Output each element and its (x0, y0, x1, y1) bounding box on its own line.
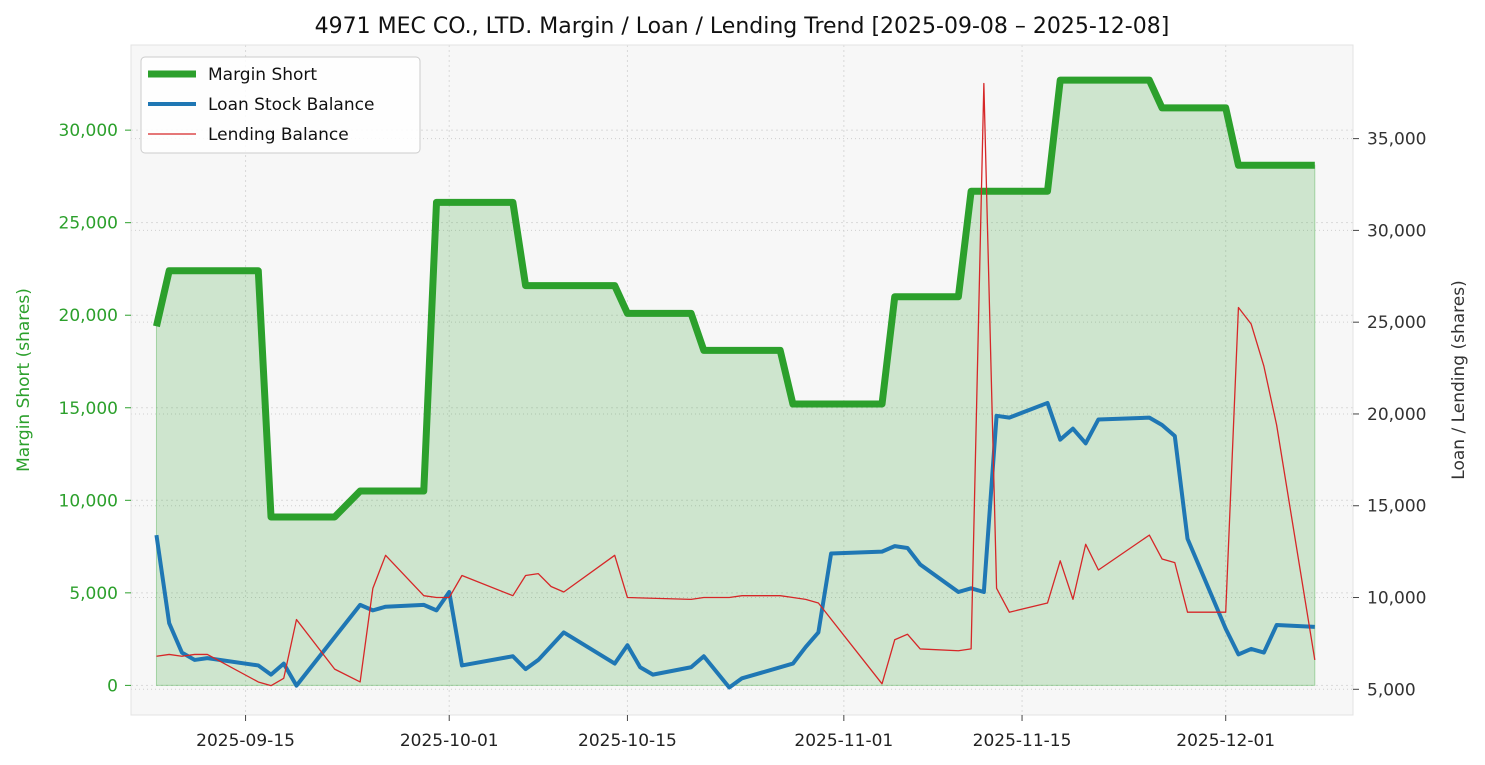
series-layer (153, 76, 1316, 690)
y-right-tick-label-2: 15,000 (1367, 497, 1426, 517)
axes-layer: 0 5,000 10,000 15,000 20,000 25,000 30,000 5,00… (59, 44, 1426, 751)
margin-short-line (153, 76, 1315, 521)
lending-balance-line (156, 82, 1316, 687)
plot-frame (130, 44, 1354, 716)
y-right-tick-label-3: 20,000 (1367, 405, 1426, 425)
legend-label-lending-balance: Lending Balance (208, 125, 349, 145)
x-tick-label-0: 2025-09-15 (196, 731, 295, 751)
x-tick-label-5: 2025-12-01 (1176, 731, 1275, 751)
y-left-tick-label-5: 25,000 (59, 214, 118, 234)
plot-background (131, 45, 1353, 715)
x-tick-label-2: 2025-10-15 (578, 731, 677, 751)
legend-box (140, 56, 421, 154)
y-left-tick-label-4: 20,000 (59, 306, 118, 326)
y-left-tick-label-6: 30,000 (59, 121, 118, 141)
y-axis-left-label: Margin Short (shares) (14, 288, 34, 472)
y-right-tick-label-6: 35,000 (1367, 130, 1426, 150)
chart-title: 4971 MEC CO., LTD. Margin / Loan / Lendi… (315, 14, 1170, 39)
y-right-tick-label-0: 5,000 (1367, 680, 1416, 700)
y-axis-right-label: Loan / Lending (shares) (1449, 280, 1469, 479)
y-right-tick-label-5: 30,000 (1367, 221, 1426, 241)
x-tick-label-3: 2025-11-01 (794, 731, 893, 751)
legend-label-loan-stock-balance: Loan Stock Balance (208, 95, 374, 115)
legend-label-margin-short: Margin Short (208, 65, 317, 85)
y-left-tick-label-0: 0 (107, 676, 118, 696)
grid (131, 45, 1353, 715)
y-right-tick-label-1: 10,000 (1367, 589, 1426, 609)
y-left-tick-label-2: 10,000 (59, 491, 118, 511)
legend: Margin Short Loan Stock Balance Lending … (140, 56, 421, 154)
y-left-tick-label-3: 15,000 (59, 399, 118, 419)
x-tick-label-4: 2025-11-15 (973, 731, 1072, 751)
y-left-tick-label-1: 5,000 (69, 584, 118, 604)
y-right-tick-label-4: 25,000 (1367, 313, 1426, 333)
loan-stock-balance-line (154, 400, 1315, 690)
x-tick-label-1: 2025-10-01 (400, 731, 499, 751)
